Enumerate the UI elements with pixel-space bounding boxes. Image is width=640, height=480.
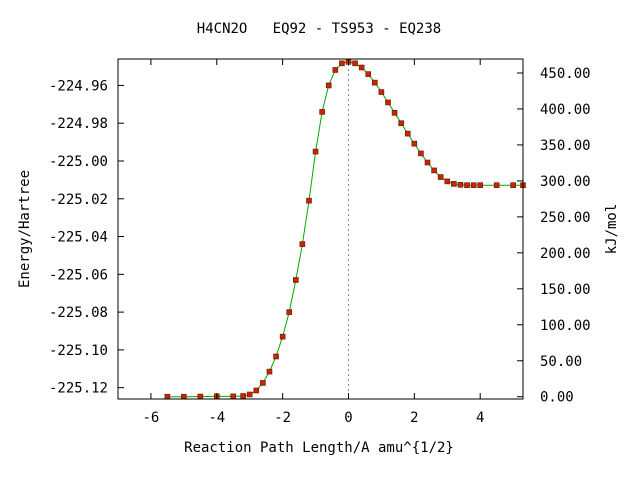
data-point-marker [325, 82, 332, 89]
data-point-marker [444, 178, 451, 185]
right-y-axis: 0.00 50.00 100.00 150.00 200.00 250.00 300.00 3… [517, 66, 591, 406]
x-tick-label: -2 [274, 410, 291, 426]
data-point-marker [411, 140, 418, 147]
right-y-tick-label: 250.00 [540, 210, 591, 226]
x-axis: -6 -4 -2 0 4 2 [142, 59, 484, 426]
data-point-marker [293, 277, 299, 283]
left-y-axis-title: Energy/Hartree [17, 170, 33, 288]
x-tick-label: 2 [410, 410, 418, 426]
plot-frame [117, 58, 524, 400]
data-point-marker [372, 79, 378, 86]
x-tick-label: -6 [142, 410, 159, 426]
right-y-tick-label: 100.00 [540, 318, 591, 334]
data-point-marker [306, 197, 312, 204]
data-point-marker [464, 182, 470, 188]
data-point-marker [339, 60, 345, 67]
data-point-marker [365, 71, 372, 77]
data-point-marker [391, 110, 398, 116]
left-y-tick-label: -224.96 [49, 78, 108, 94]
data-point-marker [424, 159, 431, 166]
data-point-marker [477, 182, 483, 188]
chart-title: H4CN2O EQ92 - TS953 - EQ238 [197, 21, 441, 37]
left-y-tick-label: -225.04 [49, 230, 108, 246]
data-point-marker [457, 182, 464, 188]
left-y-tick-label: -225.08 [49, 305, 108, 321]
right-y-tick-label: 200.00 [540, 246, 591, 262]
data-point-marker [240, 393, 246, 399]
right-y-tick-label: 400.00 [540, 102, 591, 118]
data-point-marker [378, 89, 385, 95]
data-point-marker [398, 120, 404, 127]
data-point-marker [358, 64, 365, 71]
right-y-tick-label: 350.00 [540, 138, 591, 154]
data-point-marker [319, 109, 325, 115]
left-y-tick-label: -225.12 [49, 381, 108, 397]
data-point-marker [332, 67, 339, 73]
data-point-marker [246, 391, 253, 398]
right-y-tick-label: 300.00 [540, 174, 591, 190]
left-y-tick-label: -225.00 [49, 154, 108, 170]
data-point-marker [181, 393, 187, 400]
data-point-marker [385, 99, 391, 106]
data-point-marker [451, 181, 457, 187]
data-point-marker [437, 174, 444, 180]
data-point-marker [286, 309, 293, 315]
data-point-marker [230, 393, 237, 400]
data-point-marker [404, 130, 411, 137]
data-point-marker [279, 333, 286, 340]
data-point-marker [418, 150, 424, 157]
x-tick-label: 0 [344, 410, 352, 426]
data-point-marker [273, 353, 279, 360]
data-point-marker [510, 182, 516, 188]
data-point-marker [253, 387, 260, 394]
left-y-tick-label: -225.10 [49, 343, 108, 359]
right-y-axis-title: kJ/mol [604, 204, 620, 255]
data-point-marker [197, 393, 204, 400]
left-y-tick-label: -224.98 [49, 116, 108, 132]
right-y-tick-label: 0.00 [540, 390, 574, 406]
data-point-marker [470, 182, 477, 188]
data-point-marker [266, 368, 273, 375]
right-y-tick-label: 150.00 [540, 282, 591, 298]
data-point-marker [352, 60, 358, 67]
x-tick-label: 4 [476, 410, 484, 426]
data-point-marker [493, 182, 500, 188]
plot-area [164, 59, 526, 400]
data-point-marker [299, 241, 306, 247]
left-y-axis: -224.96 -224.98 -225.00 -225.02 -225.04 -225.… [49, 78, 124, 397]
x-axis-title: Reaction Path Length/A amu^{1/2} [184, 440, 454, 456]
data-point-marker [164, 393, 171, 400]
x-tick-label: -4 [208, 410, 225, 426]
right-y-tick-label: 50.00 [540, 354, 582, 370]
left-y-tick-label: -225.06 [49, 267, 108, 283]
left-y-tick-label: -225.02 [49, 192, 108, 208]
data-point-marker [431, 167, 437, 174]
data-point-marker [312, 148, 319, 155]
data-point-marker [260, 380, 266, 386]
energy-profile-line [167, 61, 523, 398]
right-y-tick-label: 450.00 [540, 66, 591, 82]
